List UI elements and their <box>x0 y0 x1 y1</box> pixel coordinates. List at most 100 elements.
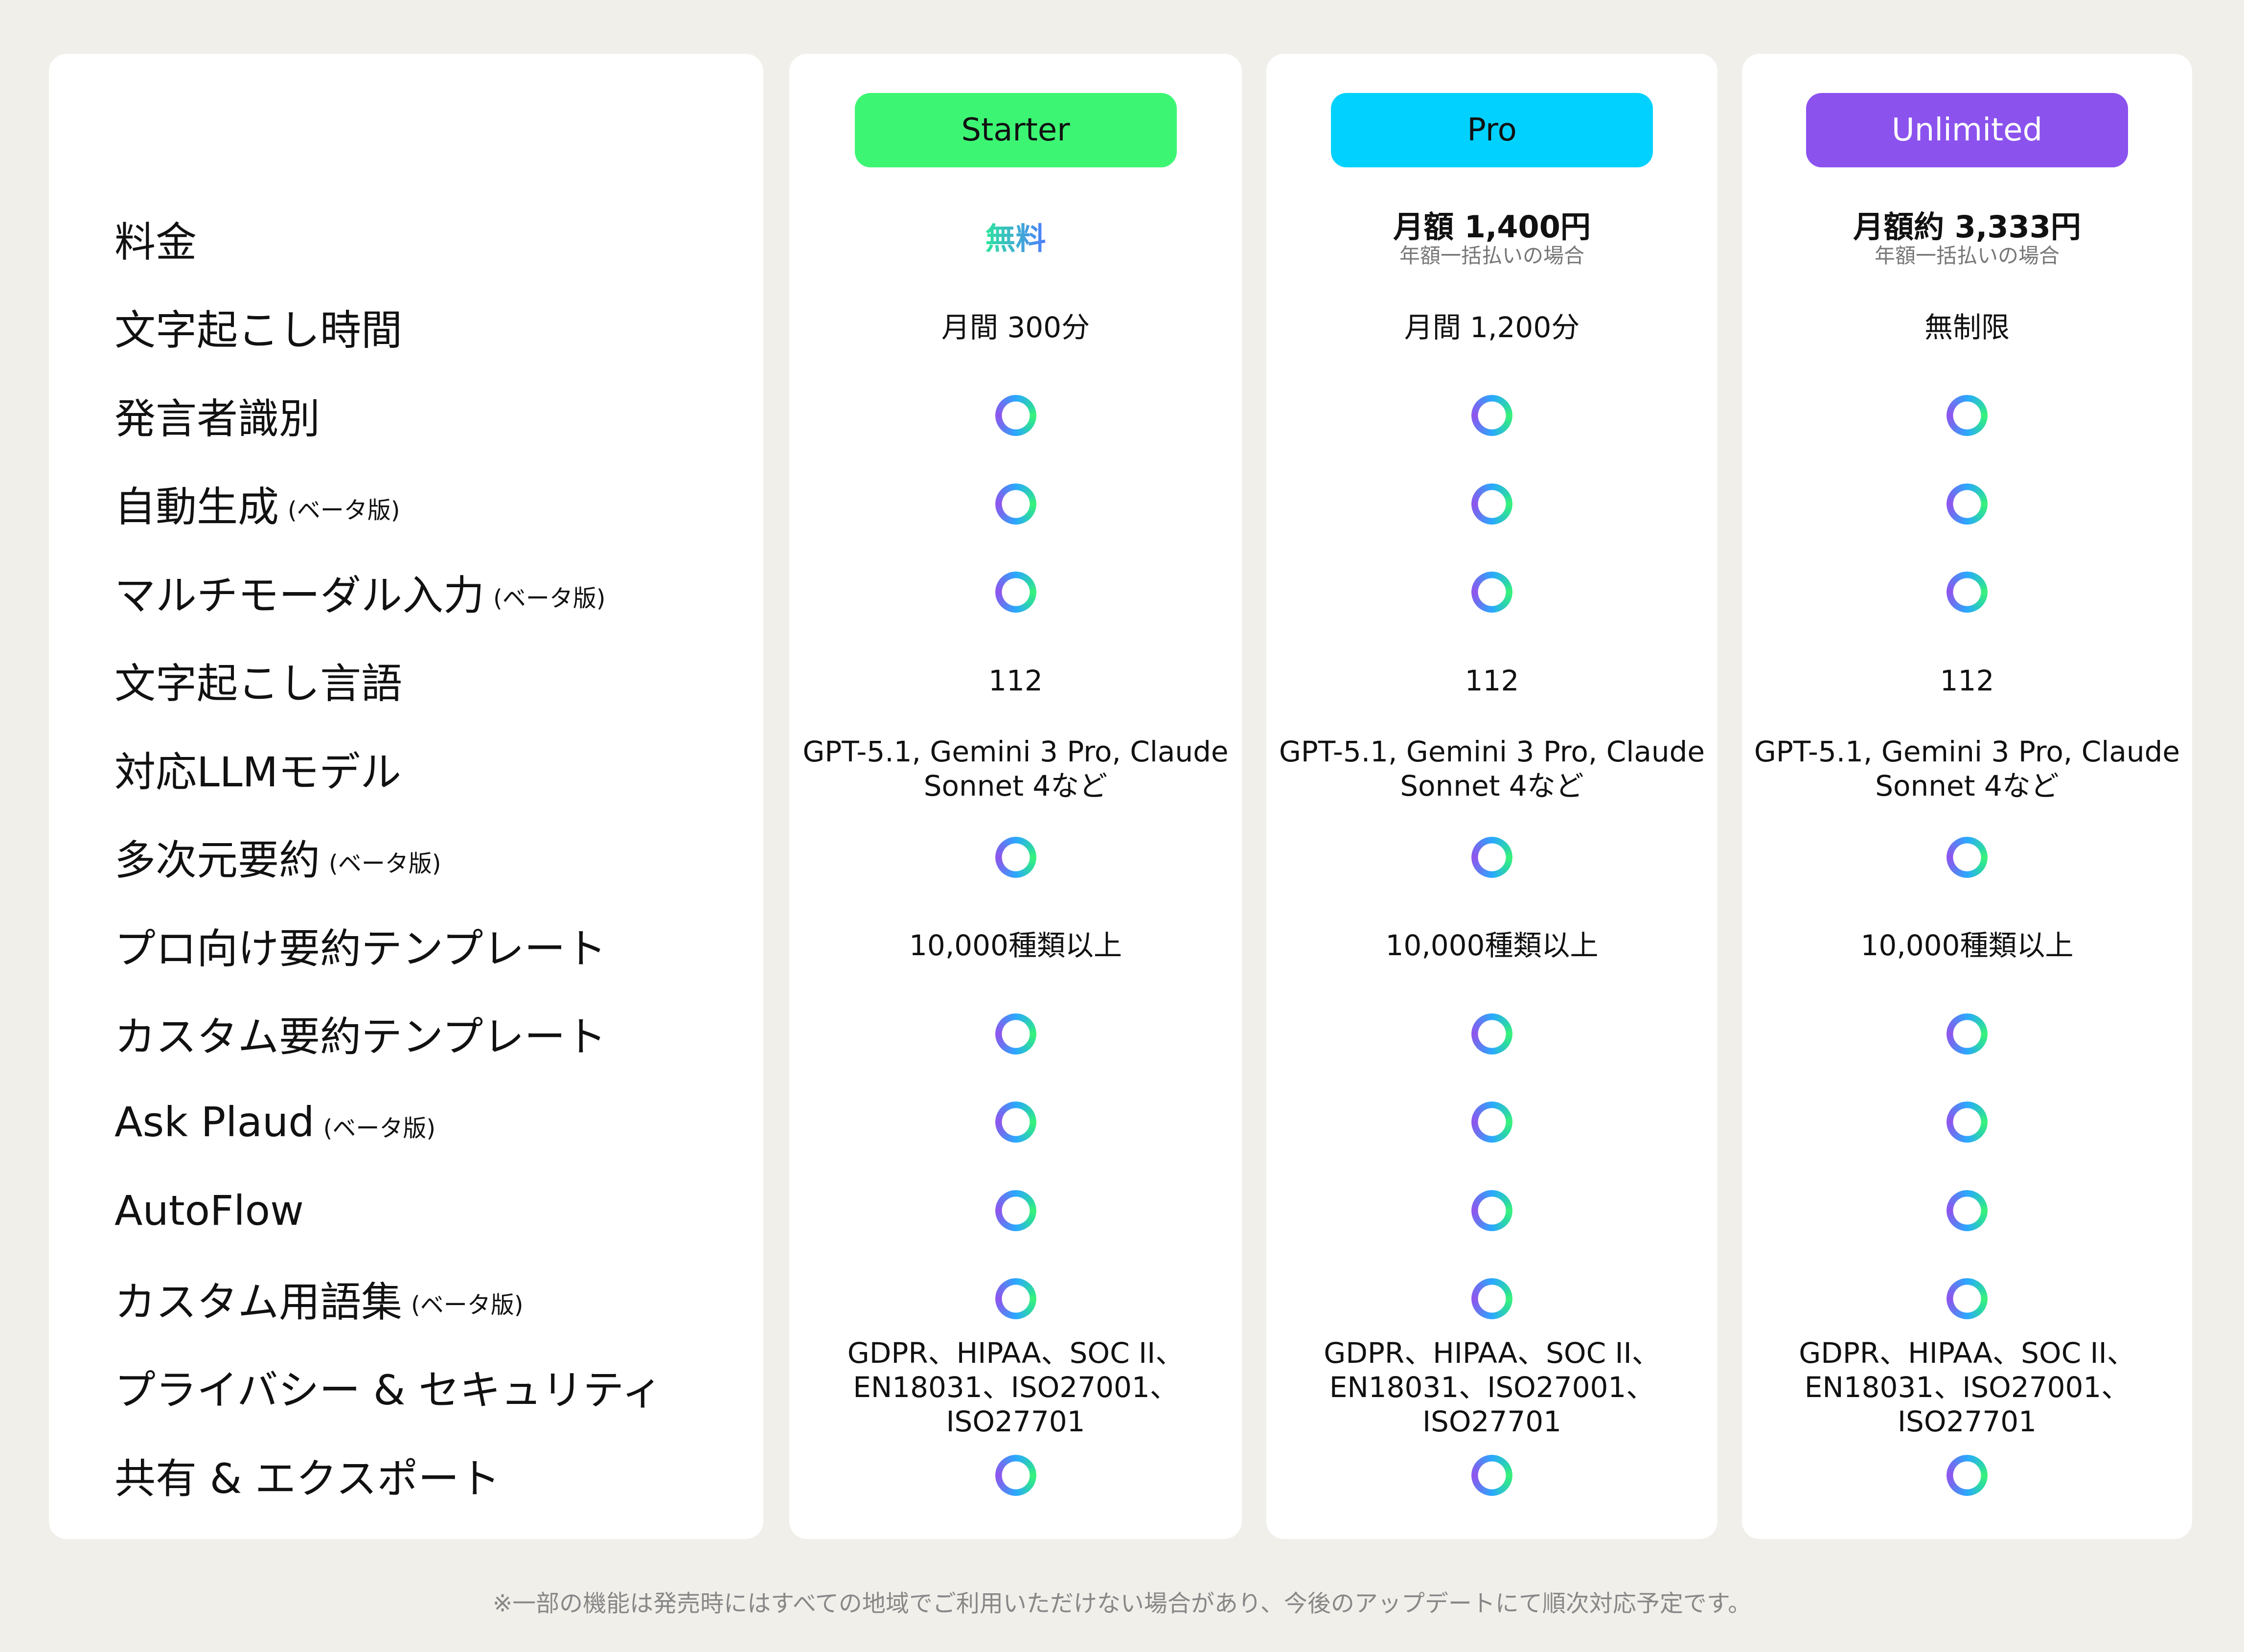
feature-row: プロ向け要約テンプレート <box>49 901 763 989</box>
plan-cell <box>1266 548 1717 636</box>
plan-cell <box>1742 813 2192 901</box>
feature-label: プライバシー & セキュリティ <box>114 1366 663 1414</box>
feature-label: 文字起こし言語 <box>114 660 403 708</box>
plan-cell <box>1742 371 2192 459</box>
languages-count: 112 <box>1465 664 1519 697</box>
feature-row: AutoFlow <box>49 1167 763 1255</box>
price-note: 年額一括払いの場合 <box>1399 244 1584 268</box>
check-circle-icon <box>995 1455 1036 1496</box>
price-note: 年額一括払いの場合 <box>1874 244 2060 268</box>
feature-labels-card: 料金 文字起こし時間 発言者識別 自動生成 (ベータ版) マルチモーダル入力 (ベータ版) 文… <box>49 54 763 1539</box>
plan-cell <box>1266 460 1717 548</box>
plan-cell: 10,000種類以上 <box>789 901 1242 989</box>
security-certs: EN18031、ISO27001、ISO27701 <box>1329 1370 1655 1438</box>
feature-label: マルチモーダル入力 <box>114 571 485 620</box>
feature-label: 文字起こし時間 <box>114 306 403 354</box>
plan-cell <box>1266 371 1717 459</box>
plan-cell: 無制限 <box>1742 283 2192 371</box>
plan-cell: 112 <box>1742 637 2192 725</box>
plan-cell: GDPR、HIPAA、SOC II、 EN18031、ISO27001、ISO27… <box>789 1336 1242 1438</box>
plan-card-starter: Starter 無料 月間 300分 112 GPT-5.1, Gemini 3 Pro… <box>789 54 1242 1539</box>
feature-label: カスタム要約テンプレート <box>114 1013 607 1061</box>
plan-cell <box>1742 1431 2192 1519</box>
plan-cell <box>1266 1431 1717 1519</box>
feature-row: 料金 <box>49 195 763 283</box>
plan-cell <box>1742 990 2192 1078</box>
plan-cell: GPT-5.1, Gemini 3 Pro, Claude Sonnet 4など <box>789 725 1242 813</box>
plan-cell: GPT-5.1, Gemini 3 Pro, Claude Sonnet 4など <box>1266 725 1717 813</box>
transcription-time: 無制限 <box>1924 310 2010 344</box>
feature-label: 料金 <box>114 218 197 266</box>
llm-models: GPT-5.1, Gemini 3 Pro, Claude <box>802 735 1229 768</box>
check-circle-icon <box>995 1278 1036 1319</box>
plan-cell: GDPR、HIPAA、SOC II、 EN18031、ISO27001、ISO27… <box>1266 1336 1717 1438</box>
check-circle-icon <box>1471 1101 1512 1143</box>
price: 月額約 3,333円 <box>1853 209 2081 245</box>
check-circle-icon <box>1471 483 1512 525</box>
feature-row: 発言者識別 <box>49 371 763 459</box>
plan-cell <box>789 1431 1242 1519</box>
check-circle-icon <box>1471 395 1512 436</box>
plan-cell <box>789 460 1242 548</box>
security-certs: EN18031、ISO27001、ISO27701 <box>1804 1370 2130 1438</box>
feature-label: Ask Plaud <box>114 1098 315 1146</box>
check-circle-icon <box>1946 1013 1988 1055</box>
plan-cell: 月額 1,400円 年額一括払いの場合 <box>1266 195 1717 283</box>
plan-cell: GPT-5.1, Gemini 3 Pro, Claude Sonnet 4など <box>1742 725 2192 813</box>
transcription-time: 月間 300分 <box>941 310 1090 344</box>
plan-cell: 112 <box>789 637 1242 725</box>
check-circle-icon <box>995 1101 1036 1143</box>
plan-cell: 112 <box>1266 637 1717 725</box>
plan-badge-pro[interactable]: Pro <box>1331 93 1653 167</box>
check-circle-icon <box>1946 395 1988 436</box>
plan-cell <box>789 1167 1242 1255</box>
plan-cell <box>789 548 1242 636</box>
feature-row: 共有 & エクスポート <box>49 1431 763 1519</box>
plan-cell <box>1266 813 1717 901</box>
plan-cell <box>1266 990 1717 1078</box>
check-circle-icon <box>1471 1278 1512 1319</box>
plan-badge-unlimited[interactable]: Unlimited <box>1806 93 2128 167</box>
feature-label: 発言者識別 <box>114 394 321 443</box>
feature-label: プロ向け要約テンプレート <box>114 924 607 973</box>
plan-cell: 無料 <box>789 195 1242 283</box>
plan-cell <box>789 1255 1242 1343</box>
llm-models: GPT-5.1, Gemini 3 Pro, Claude <box>1754 735 2180 768</box>
check-circle-icon <box>1946 1278 1988 1319</box>
check-circle-icon <box>995 836 1036 878</box>
plan-cell <box>789 1078 1242 1166</box>
check-circle-icon <box>995 1190 1036 1231</box>
check-circle-icon <box>995 395 1036 436</box>
plan-cell <box>789 813 1242 901</box>
plan-cell <box>1742 1167 2192 1255</box>
feature-row: 対応LLMモデル <box>49 725 763 813</box>
beta-tag: (ベータ版) <box>411 1291 524 1319</box>
beta-tag: (ベータ版) <box>493 585 606 612</box>
llm-models: Sonnet 4など <box>1400 769 1584 803</box>
plan-cell <box>1266 1078 1717 1166</box>
security-certs: EN18031、ISO27001、ISO27701 <box>853 1370 1178 1438</box>
security-certs: GDPR、HIPAA、SOC II、 <box>847 1336 1184 1370</box>
check-circle-icon <box>995 572 1036 613</box>
feature-row: 多次元要約 (ベータ版) <box>49 813 763 901</box>
check-circle-icon <box>1946 1101 1988 1143</box>
plan-cell <box>1742 1078 2192 1166</box>
feature-label: AutoFlow <box>114 1186 304 1235</box>
check-circle-icon <box>995 1013 1036 1055</box>
template-count: 10,000種類以上 <box>909 929 1122 962</box>
check-circle-icon <box>1946 483 1988 525</box>
plan-card-unlimited: Unlimited 月額約 3,333円 年額一括払いの場合無制限 112 GPT-5.… <box>1742 54 2192 1539</box>
plan-cell <box>1266 1167 1717 1255</box>
template-count: 10,000種類以上 <box>1860 929 2074 962</box>
plan-cell <box>1266 1255 1717 1343</box>
beta-tag: (ベータ版) <box>288 496 400 524</box>
check-circle-icon <box>1471 1013 1512 1055</box>
feature-label: 共有 & エクスポート <box>114 1454 501 1503</box>
plan-badge-starter[interactable]: Starter <box>854 93 1177 167</box>
feature-row: プライバシー & セキュリティ <box>49 1343 763 1431</box>
feature-row: カスタム要約テンプレート <box>49 990 763 1078</box>
transcription-time: 月間 1,200分 <box>1404 310 1580 344</box>
check-circle-icon <box>1946 836 1988 878</box>
languages-count: 112 <box>1940 664 1994 697</box>
security-certs: GDPR、HIPAA、SOC II、 <box>1324 1336 1660 1370</box>
